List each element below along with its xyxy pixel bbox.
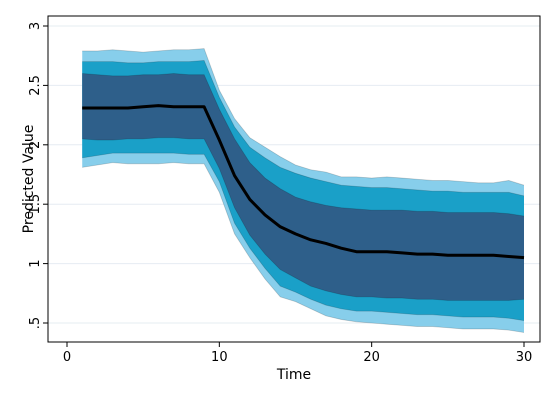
x-tick-label-3: 30 (516, 350, 533, 365)
y-axis: .5 1 1.5 2 2.5 3 (28, 22, 48, 329)
band-middle-lower-edge (82, 152, 525, 322)
y-tick-label-0: .5 (28, 317, 43, 329)
y-tick-label-1: 1 (28, 259, 43, 267)
x-tick-label-0: 0 (63, 350, 71, 365)
plot-area (48, 25, 540, 333)
plot-frame (47, 15, 541, 343)
x-axis-label: Time (276, 367, 311, 383)
confidence-band-inner (82, 73, 524, 301)
x-tick-label-1: 10 (211, 350, 228, 365)
band-middle-upper-edge (82, 60, 525, 197)
y-tick-label-4: 2.5 (28, 75, 43, 96)
y-tick-label-3: 2 (28, 141, 43, 149)
band-outer-lower-edge (82, 162, 525, 333)
prediction-line (82, 104, 525, 260)
y-tick-label-2: 1.5 (28, 194, 43, 215)
band-inner-lower-edge (82, 137, 525, 301)
y-tick-label-5: 3 (28, 22, 43, 30)
y-axis-label: Predicted Value (21, 125, 37, 234)
band-inner-upper-edge (82, 73, 525, 217)
x-axis: 0 10 20 30 (63, 342, 532, 365)
x-tick-label-2: 20 (363, 350, 380, 365)
band-outer-upper-edge (82, 48, 525, 186)
